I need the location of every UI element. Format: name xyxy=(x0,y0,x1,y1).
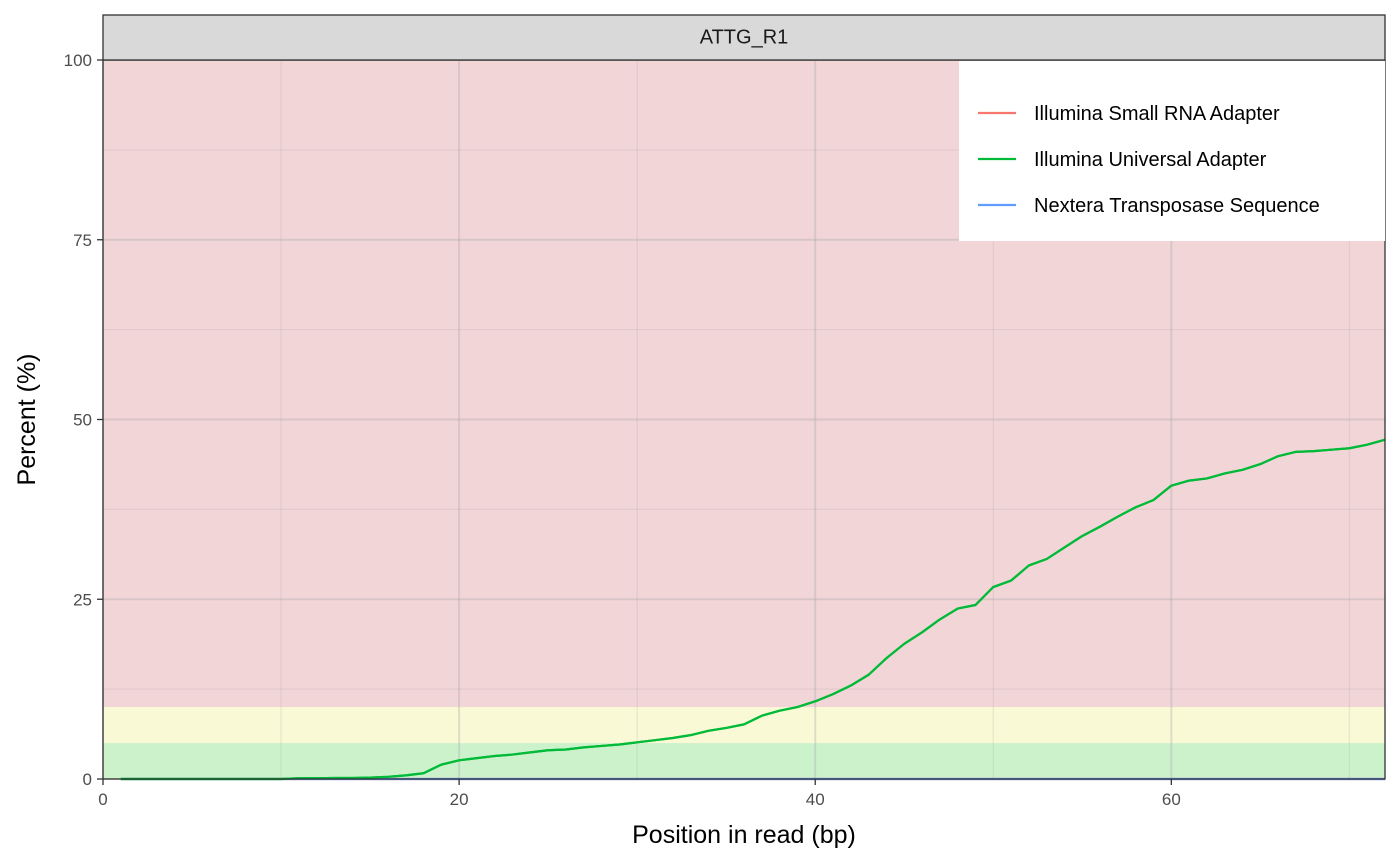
legend: Illumina Small RNA Adapter Illumina Unive… xyxy=(959,61,1385,241)
y-tick-label: 0 xyxy=(83,770,92,789)
legend-background xyxy=(959,61,1385,241)
series-line-highlight xyxy=(120,438,1386,781)
y-tick-label: 100 xyxy=(64,51,92,70)
facet-strip: ATTG_R1 xyxy=(102,14,1386,61)
y-tick-label: 25 xyxy=(73,590,92,609)
facet-strip-background xyxy=(102,14,1386,61)
x-tick-label: 60 xyxy=(1162,790,1181,809)
y-tick-label: 50 xyxy=(73,411,92,430)
x-tick-label: 0 xyxy=(98,790,107,809)
background-band xyxy=(103,743,1385,779)
legend-label: Illumina Small RNA Adapter xyxy=(1034,103,1280,125)
x-tick-label: 20 xyxy=(450,790,469,809)
facet-strip-label: ATTG_R1 xyxy=(700,27,789,49)
legend-label: Nextera Transposase Sequence xyxy=(1034,195,1320,217)
y-axis: 0 25 50 75 100 xyxy=(64,51,103,789)
y-axis-title: Percent (%) xyxy=(13,354,41,486)
x-axis-title: Position in read (bp) xyxy=(632,821,856,849)
legend-label: Illumina Universal Adapter xyxy=(1034,149,1267,171)
y-tick-label: 75 xyxy=(73,231,92,250)
x-tick-label: 40 xyxy=(806,790,825,809)
x-axis: 0 20 40 60 xyxy=(98,779,1181,809)
